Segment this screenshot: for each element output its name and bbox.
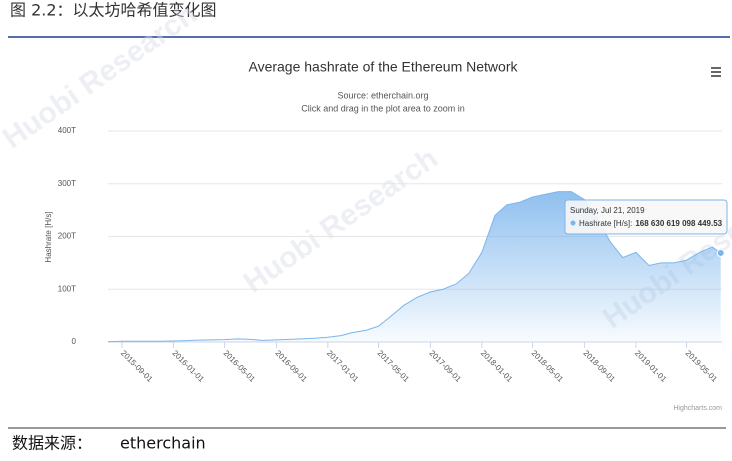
x-tick-label: 2018-05-01	[530, 349, 566, 385]
credits: Highcharts.com	[673, 405, 722, 412]
y-tick-label: 0	[72, 337, 77, 346]
x-tick-label: 2017-01-01	[325, 349, 361, 385]
watermark: Huobi Research	[0, 0, 203, 155]
x-tick-label: 2017-05-01	[376, 349, 412, 385]
y-axis-label: Hashrate [H/s]	[44, 211, 53, 262]
watermark: Huobi Research	[238, 142, 444, 300]
x-tick-label: 2019-05-01	[684, 349, 720, 385]
y-tick-label: 300T	[58, 179, 76, 188]
x-tick-label: 2015-09-01	[119, 349, 155, 385]
x-tick-label: 2019-01-01	[633, 349, 669, 385]
x-tick-label: 2016-05-01	[222, 349, 258, 385]
x-tick-label: 2018-09-01	[582, 349, 618, 385]
source: etherchain	[120, 434, 206, 453]
tooltip-box	[564, 199, 728, 235]
subtitle: Source: etherchain.org	[337, 90, 428, 100]
area-line	[107, 191, 722, 343]
tooltip: Sunday, Jul 21, 2019 Hashrate [H/s]: 168 6…	[564, 199, 728, 235]
x-tick-label: 2018-01-01	[479, 349, 515, 385]
instruction: Click and drag in the plot area to zoom …	[301, 103, 465, 113]
x-tick-label: 2017-09-01	[427, 349, 463, 385]
tooltip-title: Sunday, Jul 21, 2019	[570, 206, 645, 215]
y-tick-label: 400T	[58, 126, 76, 135]
source-label: 数据来源：	[12, 434, 92, 453]
y-tick-label: 100T	[58, 284, 76, 293]
tooltip-label: Hashrate [H/s]:	[579, 219, 632, 228]
tooltip-dot	[570, 220, 576, 226]
chart-title: Average hashrate of the Ethereum Network	[248, 59, 518, 75]
y-tick-label: 200T	[58, 232, 76, 241]
menu-icon[interactable]	[711, 67, 721, 77]
tooltip-line: Hashrate [H/s]: 168 630 619 098 449.53	[579, 219, 723, 228]
hover-point	[716, 249, 725, 258]
caption: 图 2.2：以太坊哈希值变化图	[10, 1, 217, 20]
x-tick-label: 2016-09-01	[273, 349, 309, 385]
tooltip-value: 168 630 619 098 449.53	[635, 219, 722, 228]
x-tick-label: 2016-01-01	[171, 349, 207, 385]
